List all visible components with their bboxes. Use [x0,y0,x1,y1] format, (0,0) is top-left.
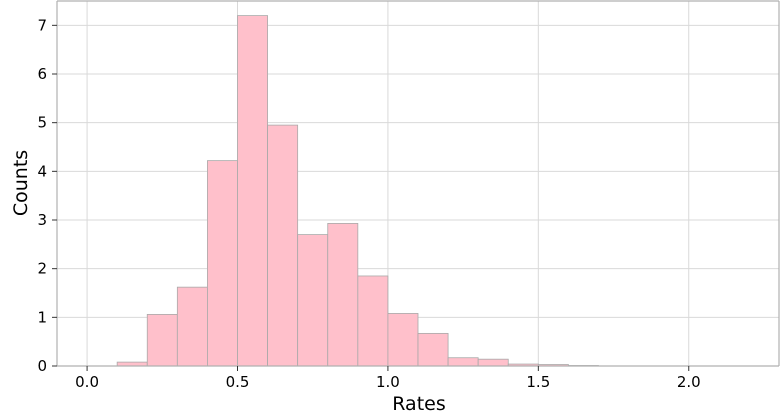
histogram-bar [176,286,208,367]
y-tick-label: 2 [37,260,47,278]
y-axis-label: Counts [10,150,32,216]
y-tick-label: 6 [37,65,47,83]
histogram-bar [327,223,359,367]
y-tick-label: 0 [37,357,47,375]
y-tick-label: 4 [37,162,47,180]
y-tick-label: 5 [37,114,47,132]
histogram-bar [146,314,178,367]
histogram-bar [357,275,389,367]
grid-layer [57,1,779,367]
x-tick-label: 1.0 [376,373,400,391]
histogram-bar [297,234,329,367]
histogram-bar [477,358,509,367]
histogram-bar [447,357,479,367]
y-tick-label: 7 [37,16,47,34]
histogram-bar [237,15,268,367]
ticks-layer: 0.0 0.5 1.0 1.5 2.0 0 1 2 3 4 5 6 7 [37,16,700,391]
bars-layer [116,15,599,367]
x-axis-label: Rates [392,393,445,415]
histogram-bar [267,124,299,367]
histogram-bar [207,160,238,367]
histogram-bar [387,313,419,367]
y-tick-label: 1 [37,308,47,326]
x-tick-label: 2.0 [677,373,701,391]
y-tick-label: 3 [37,211,47,229]
x-tick-label: 0.5 [226,373,250,391]
x-tick-label: 1.5 [526,373,550,391]
axes-layer [56,0,780,367]
histogram-bar [417,332,449,367]
x-tick-label: 0.0 [75,373,99,391]
